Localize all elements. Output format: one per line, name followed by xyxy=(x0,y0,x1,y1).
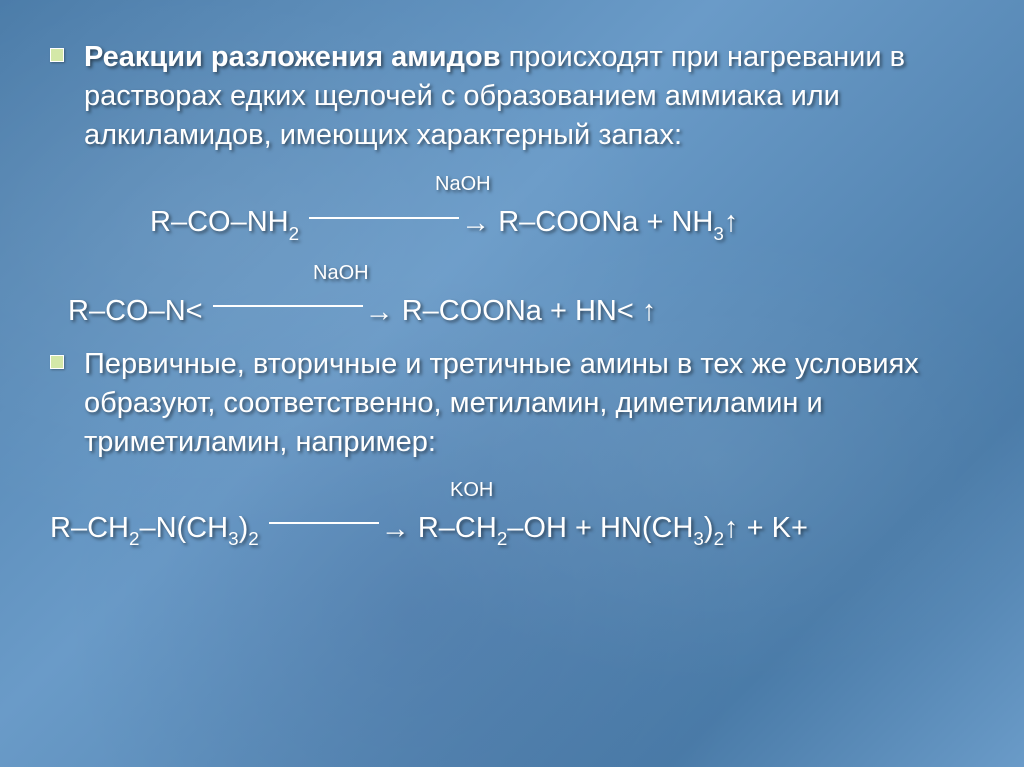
equation-1-label: NaOH xyxy=(150,173,974,196)
equation-2-block: NaOH R–CO–N< → R–COONa + HN< ↑ xyxy=(50,262,974,332)
bullet-1: Реакции разложения амидов происходят при… xyxy=(50,38,974,155)
eq2-rhs: R–COONa + HN< xyxy=(402,295,642,327)
eq1-rhs: R–COONa + NH xyxy=(498,206,713,238)
bullet-2: Первичные, вторичные и третичные амины в… xyxy=(50,345,974,462)
bullet-1-text: Реакции разложения амидов происходят при… xyxy=(84,38,974,155)
equation-1-block: NaOH R–CO–NH2 → R–COONa + NH3↑ xyxy=(50,173,974,245)
eq1-lhs: R–CO–NH xyxy=(150,206,289,238)
eq3-p6: ) xyxy=(704,512,714,544)
eq3-p5: –OH + HN(CH xyxy=(507,512,693,544)
equation-3-label: KOH xyxy=(50,479,974,502)
eq1-lhs-sub: 2 xyxy=(289,223,299,244)
arrow-head-icon: → xyxy=(365,292,394,333)
bullet-1-bold: Реакции разложения амидов xyxy=(84,41,501,73)
arrow-line-icon xyxy=(269,522,379,524)
bullet-2-text: Первичные, вторичные и третичные амины в… xyxy=(84,345,974,462)
eq3-tail: ↑ + K+ xyxy=(724,512,808,544)
arrow-line-icon xyxy=(213,305,363,307)
eq1-tail: ↑ xyxy=(724,206,739,238)
eq3-s2: 3 xyxy=(228,528,238,549)
eq3-s5: 3 xyxy=(693,528,703,549)
arrow-head-icon: → xyxy=(381,509,410,550)
equation-3-block: KOH R–CH2–N(CH3)2 → R–CH2–OH + HN(CH3)2↑… xyxy=(50,479,974,551)
equation-3: R–CH2–N(CH3)2 → R–CH2–OH + HN(CH3)2↑ + K… xyxy=(50,508,974,551)
arrow-head-icon: → xyxy=(461,203,490,244)
eq3-p1: R–CH xyxy=(50,512,129,544)
arrow-line-icon xyxy=(309,217,459,219)
eq3-p4: R–CH xyxy=(418,512,497,544)
equation-1: R–CO–NH2 → R–COONa + NH3↑ xyxy=(150,202,974,245)
eq1-rhs-sub: 3 xyxy=(713,223,723,244)
eq3-p3: ) xyxy=(239,512,249,544)
bullet-marker-icon xyxy=(50,48,64,62)
eq2-tail: ↑ xyxy=(642,295,657,327)
eq3-p2: –N(CH xyxy=(139,512,228,544)
bullet-marker-icon xyxy=(50,355,64,369)
equation-2: R–CO–N< → R–COONa + HN< ↑ xyxy=(68,291,974,332)
eq3-s4: 2 xyxy=(497,528,507,549)
eq3-s3: 2 xyxy=(248,528,258,549)
eq2-lhs: R–CO–N< xyxy=(68,295,211,327)
equation-2-label: NaOH xyxy=(68,262,974,285)
eq3-s1: 2 xyxy=(129,528,139,549)
eq3-s6: 2 xyxy=(714,528,724,549)
